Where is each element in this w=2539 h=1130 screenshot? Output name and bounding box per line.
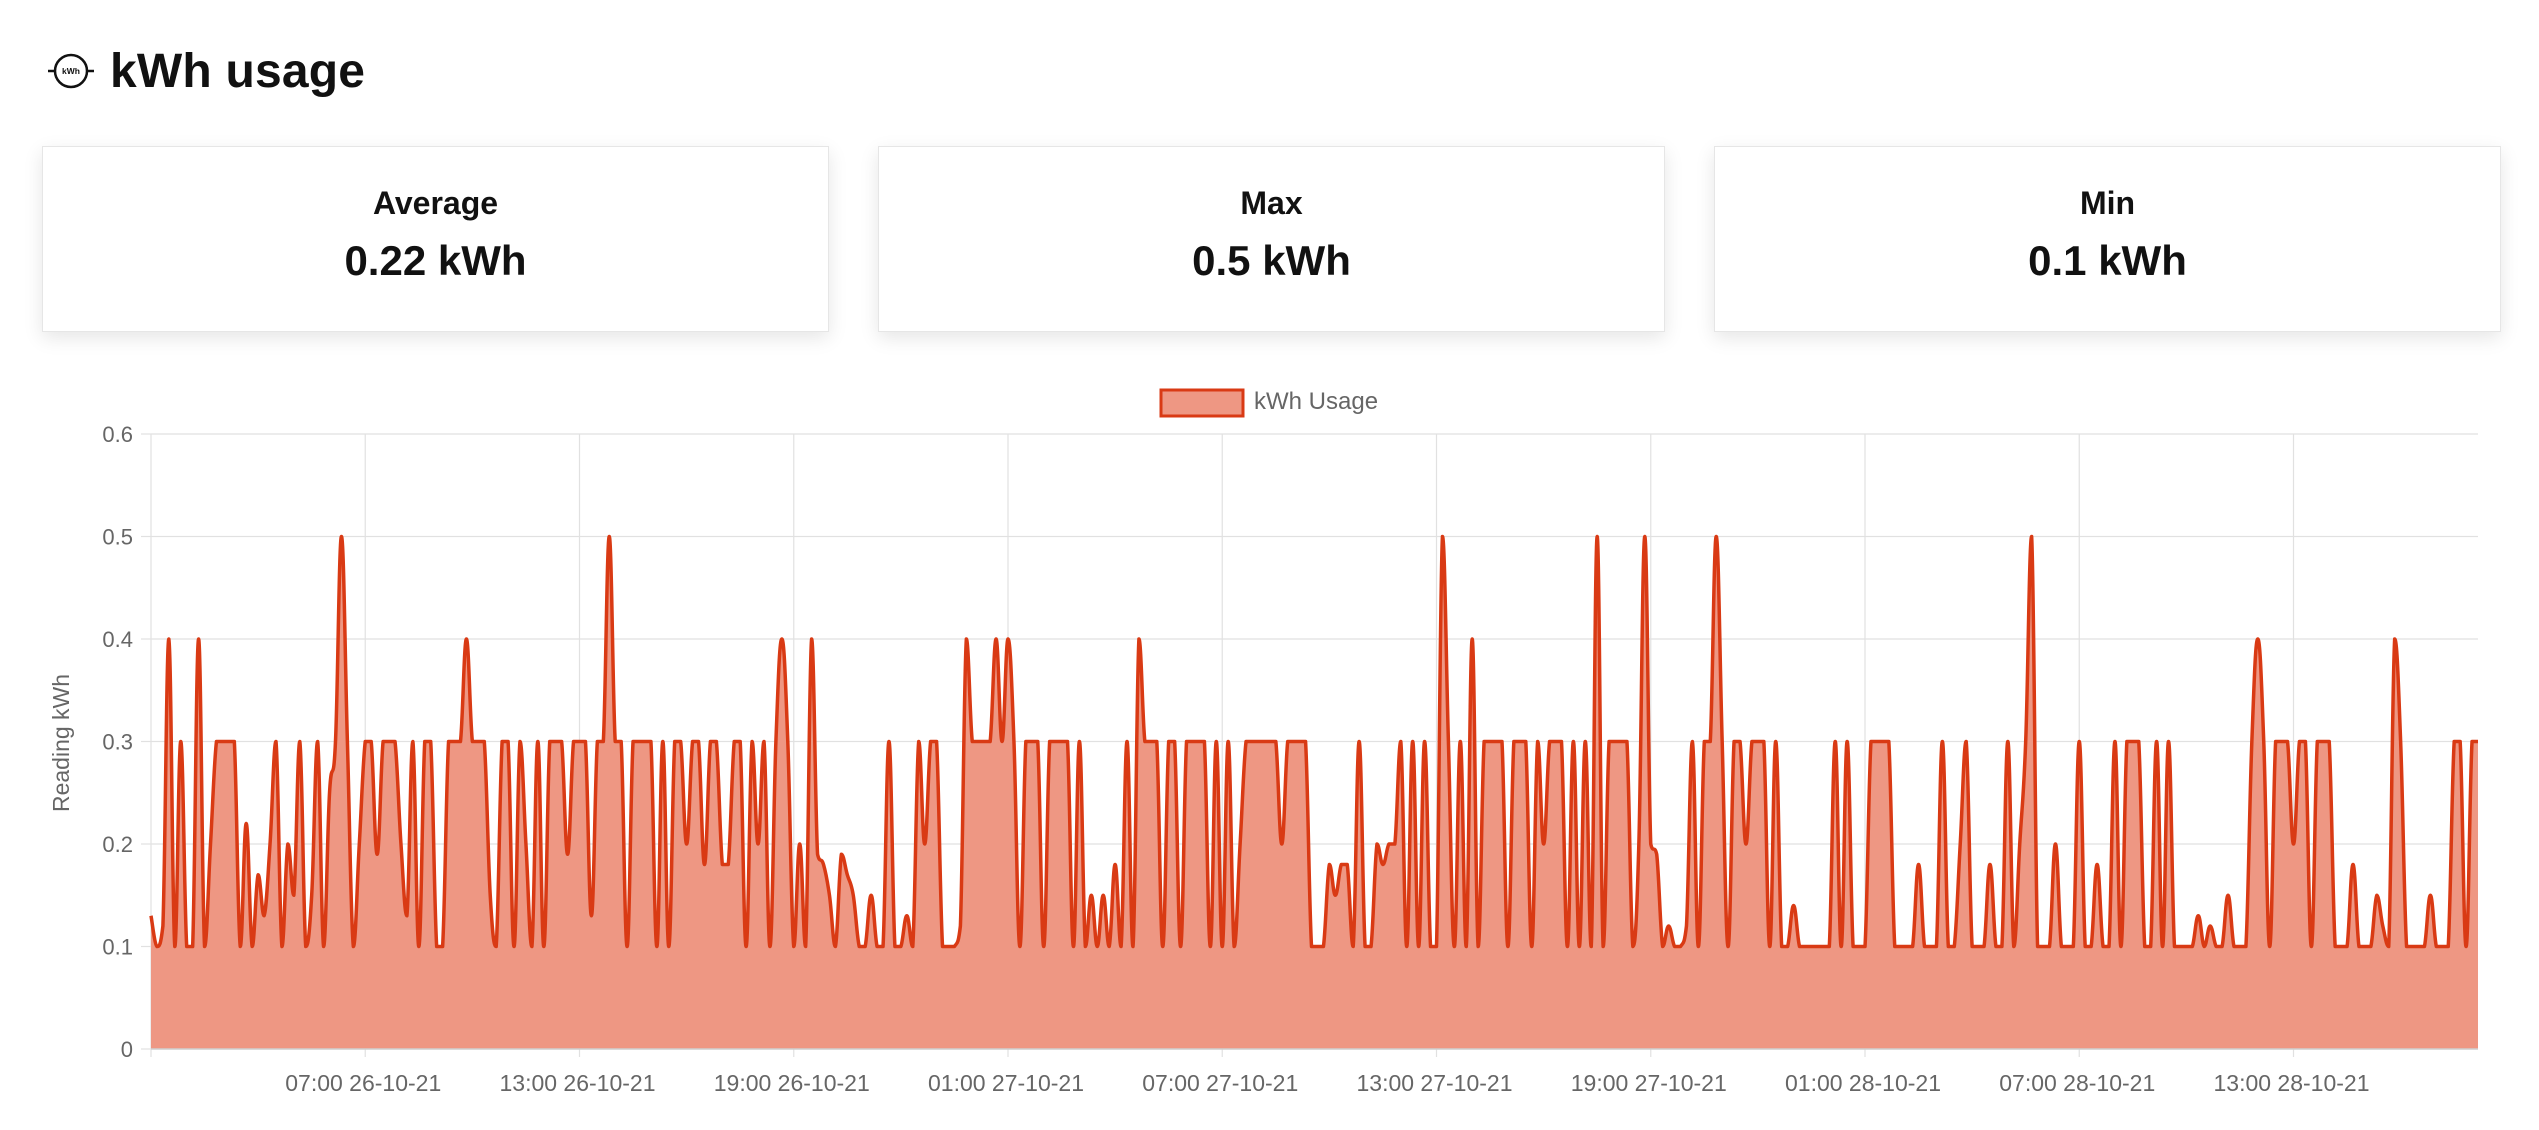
usage-area-fill — [151, 536, 2478, 1049]
usage-line — [149, 534, 2478, 949]
y-tick-label: 0.4 — [102, 627, 133, 652]
stats-cards: Average 0.22 kWh Max 0.5 kWh Min 0.1 kWh — [42, 146, 2501, 332]
chart-legend[interactable]: kWh Usage — [1159, 388, 1378, 418]
average-card: Average 0.22 kWh — [42, 146, 829, 332]
y-tick-label: 0.6 — [102, 422, 133, 447]
y-tick-label: 0.1 — [102, 935, 133, 960]
x-tick-label: 07:00 28-10-21 — [1999, 1070, 2155, 1096]
average-label: Average — [372, 185, 499, 221]
legend-label: kWh Usage — [1254, 388, 1378, 415]
min-value: 0.1 kWh — [2028, 237, 2187, 284]
y-tick-label: 0.5 — [102, 525, 133, 550]
meter-icon-label: kWh — [62, 66, 80, 76]
max-card: Max 0.5 kWh — [878, 146, 1665, 332]
x-tick-label: 19:00 26-10-21 — [714, 1070, 870, 1096]
x-tick-label: 07:00 27-10-21 — [1142, 1070, 1298, 1096]
usage-chart: 0 0.1 0.2 0.3 0.4 0.5 0.6 07:00 26-10-21 13:00 2… — [48, 388, 2478, 1096]
x-tick-label: 13:00 28-10-21 — [2213, 1070, 2369, 1096]
area-layer — [149, 534, 2478, 1049]
x-tick-label: 13:00 26-10-21 — [499, 1070, 655, 1096]
x-tick-label: 01:00 27-10-21 — [928, 1070, 1084, 1096]
y-tick-label: 0 — [121, 1037, 133, 1062]
x-tick-label: 01:00 28-10-21 — [1785, 1070, 1941, 1096]
legend-swatch — [1159, 388, 1245, 418]
page-header: kWh kWh usage — [46, 36, 365, 106]
min-card: Min 0.1 kWh — [1714, 146, 2501, 332]
x-tick-label: 19:00 27-10-21 — [1571, 1070, 1727, 1096]
max-label: Max — [1240, 185, 1303, 221]
page-title: kWh usage — [110, 44, 366, 98]
electric-meter-kwh-icon: kWh — [48, 53, 94, 89]
max-value: 0.5 kWh — [1192, 237, 1351, 284]
min-label: Min — [2079, 185, 2136, 221]
y-tick-label: 0.3 — [102, 730, 133, 755]
y-tick-label: 0.2 — [102, 832, 133, 857]
x-tick-label: 07:00 26-10-21 — [285, 1070, 441, 1096]
x-tick-label: 13:00 27-10-21 — [1356, 1070, 1512, 1096]
y-axis-title: Reading kWh — [48, 674, 74, 812]
average-value: 0.22 kWh — [344, 237, 527, 284]
axis-layer: 0 0.1 0.2 0.3 0.4 0.5 0.6 07:00 26-10-21 13:00 2… — [102, 422, 2478, 1096]
